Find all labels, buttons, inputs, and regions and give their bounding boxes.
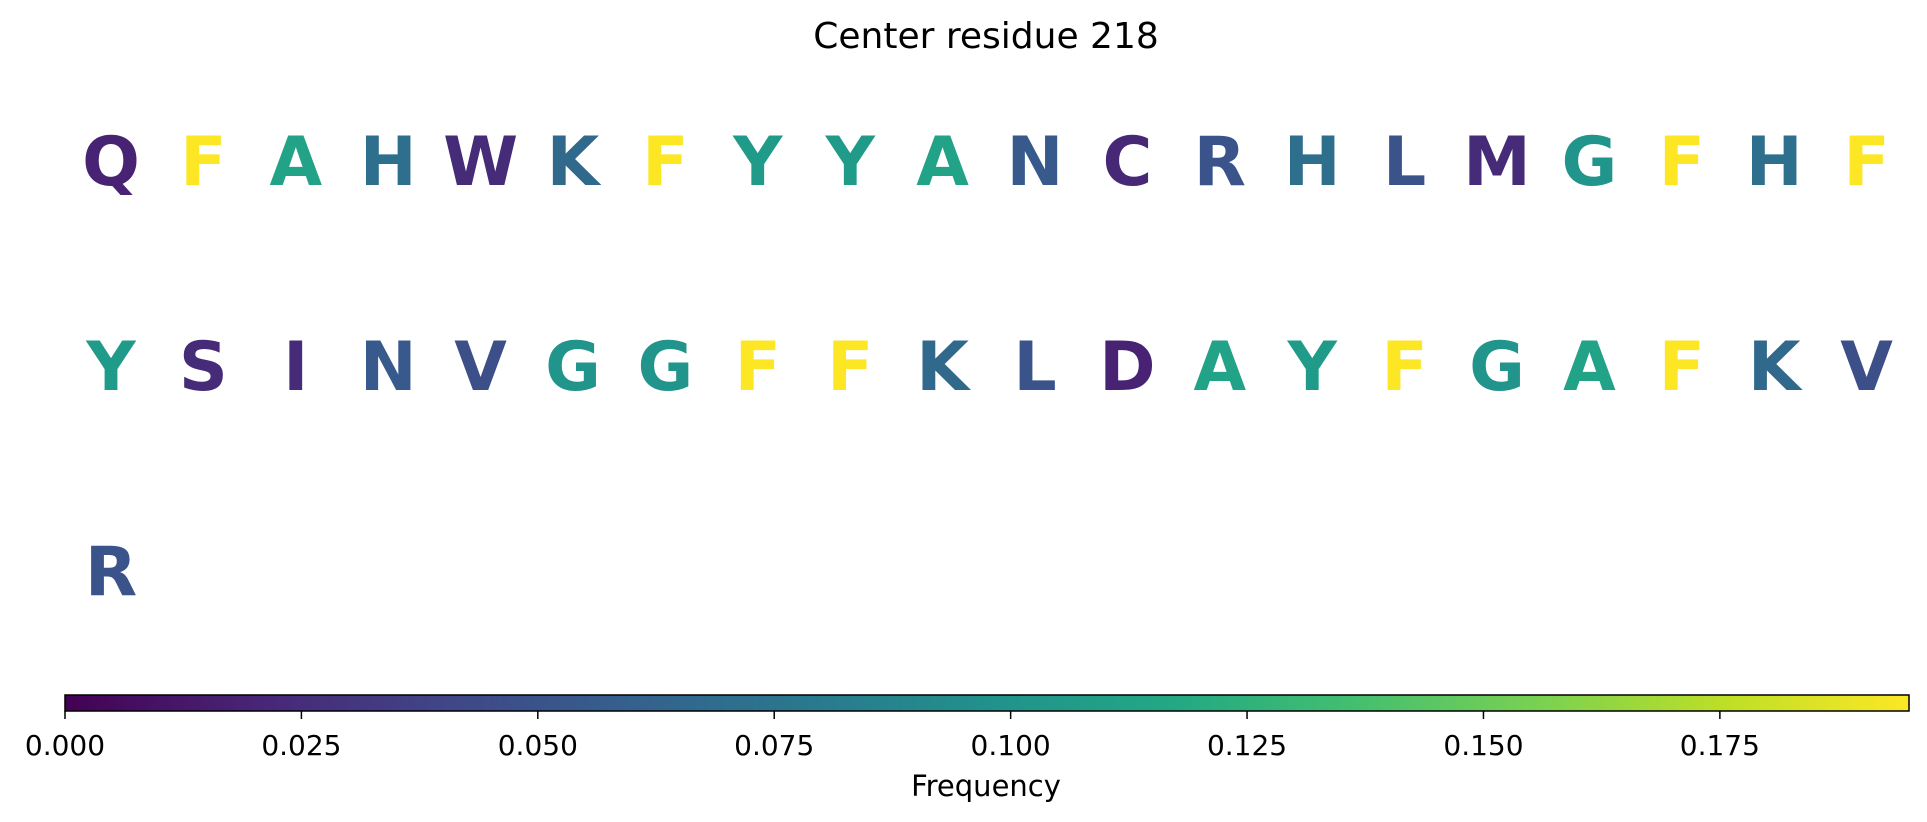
residue-letter: G xyxy=(637,328,693,407)
residue-letter: F xyxy=(827,328,873,407)
colorbar xyxy=(64,694,1910,712)
residue-letter: M xyxy=(1463,123,1531,202)
colorbar-tick-label: 0.025 xyxy=(261,729,341,762)
residue-letter: I xyxy=(283,328,308,407)
residue-letter: Y xyxy=(1287,328,1338,407)
residue-letter: A xyxy=(1563,328,1616,407)
colorbar-tick-label: 0.075 xyxy=(734,729,814,762)
residue-letter: H xyxy=(1746,123,1803,202)
residue-letter: F xyxy=(1659,328,1705,407)
chart-title: Center residue 218 xyxy=(813,16,1159,57)
colorbar-label: Frequency xyxy=(911,769,1061,803)
residue-letter: H xyxy=(360,123,417,202)
colorbar-tick-label: 0.125 xyxy=(1207,729,1287,762)
residue-letter: F xyxy=(735,328,781,407)
residue-letter: H xyxy=(1284,123,1341,202)
colorbar-ticks: 0.000 0.025 0.050 0.075 0.100 0.125 0.150 0.175 xyxy=(25,711,1760,762)
residue-letter: K xyxy=(916,328,971,407)
residue-letter: S xyxy=(179,328,228,407)
residue-letter: A xyxy=(269,123,322,202)
residue-letter: W xyxy=(443,123,518,202)
residue-letter: F xyxy=(1843,123,1889,202)
residue-letter: F xyxy=(180,123,226,202)
residue-letter: C xyxy=(1102,123,1152,202)
residue-letter: A xyxy=(916,123,969,202)
residue-letter: Y xyxy=(732,123,783,202)
colorbar-tick-label: 0.175 xyxy=(1680,729,1760,762)
residue-letter: G xyxy=(545,328,601,407)
residue-letter: Q xyxy=(82,123,140,202)
residue-letter: L xyxy=(1383,123,1426,202)
colorbar-tick-label: 0.050 xyxy=(498,729,578,762)
residue-letter: F xyxy=(1381,328,1427,407)
colorbar-tick-label: 0.150 xyxy=(1443,729,1523,762)
residue-letter: G xyxy=(1469,328,1525,407)
residue-letter: Y xyxy=(85,328,136,407)
residue-letter: N xyxy=(360,328,417,407)
residue-letter: R xyxy=(1194,123,1246,202)
residue-letter: F xyxy=(642,123,688,202)
residue-letter: G xyxy=(1561,123,1617,202)
residue-letter: Y xyxy=(825,123,876,202)
residue-letter: V xyxy=(454,328,507,407)
residue-letter: D xyxy=(1099,328,1155,407)
residue-letter: A xyxy=(1193,328,1246,407)
residue-letter: N xyxy=(1007,123,1064,202)
residue-letter: R xyxy=(85,533,137,612)
residue-grid: Q F A H W K F Y Y A N C R H L M G F H FY S I N V G G F F K L D A Y F G A F K V… xyxy=(82,123,1893,612)
colorbar-tick-label: 0.000 xyxy=(25,729,105,762)
residue-letter: V xyxy=(1840,328,1893,407)
colorbar-tick-label: 0.100 xyxy=(971,729,1051,762)
residue-letter: K xyxy=(1748,328,1803,407)
residue-letter: K xyxy=(547,123,602,202)
residue-letter: L xyxy=(1013,328,1056,407)
residue-letter: F xyxy=(1659,123,1705,202)
